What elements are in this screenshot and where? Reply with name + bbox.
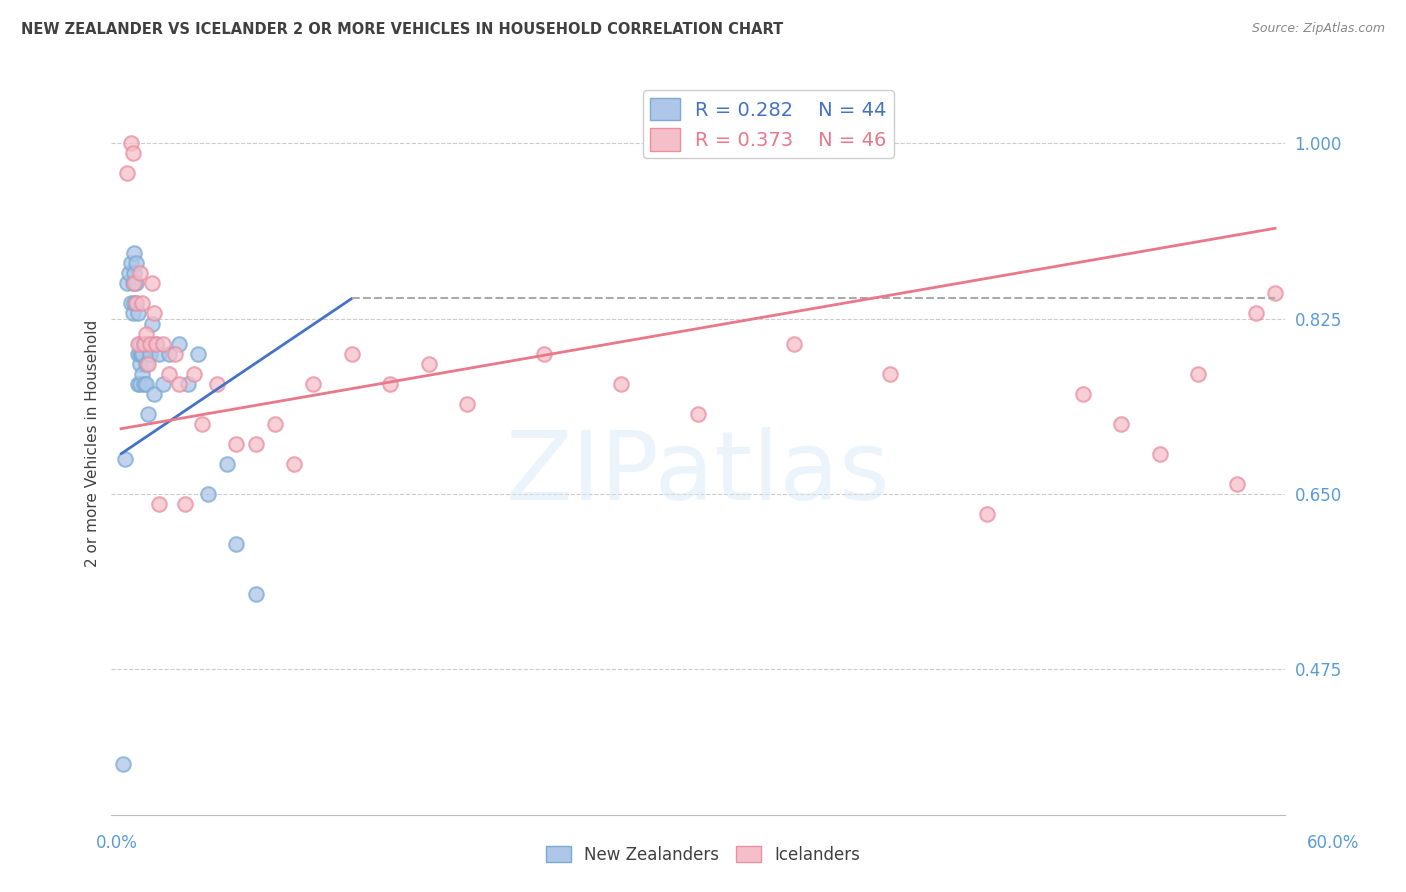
Point (132, 336, 155, 351)
Point (127, 376, 149, 391)
Text: 0.0%: 0.0% (96, 834, 138, 852)
Point (302, 376, 325, 391)
Point (114, 451, 136, 466)
Point (135, 357, 157, 371)
Point (152, 376, 174, 391)
Point (163, 346, 186, 360)
Point (131, 346, 153, 360)
Point (191, 417, 214, 431)
Point (131, 296, 153, 310)
Point (264, 417, 287, 431)
Point (145, 336, 167, 351)
Point (124, 277, 146, 291)
Point (245, 436, 267, 450)
Point (124, 267, 146, 281)
Point (177, 376, 200, 391)
Point (139, 336, 162, 351)
Point (141, 317, 163, 331)
Point (283, 457, 305, 471)
Point (142, 386, 165, 401)
Point (1109, 417, 1132, 431)
Point (1149, 447, 1171, 461)
Point (1264, 286, 1286, 301)
Point (131, 367, 153, 381)
Point (456, 397, 478, 411)
Point (135, 326, 157, 341)
Point (610, 376, 633, 391)
Point (115, 166, 138, 180)
Point (136, 407, 159, 421)
Point (245, 587, 267, 601)
Y-axis label: 2 or more Vehicles in Household: 2 or more Vehicles in Household (86, 320, 100, 567)
Point (1071, 386, 1094, 401)
Point (125, 277, 148, 291)
Point (173, 497, 195, 511)
Point (129, 346, 152, 360)
Point (120, 136, 142, 150)
Point (129, 376, 152, 391)
Point (124, 246, 146, 260)
Point (197, 487, 219, 501)
Point (135, 336, 157, 351)
Point (533, 346, 555, 360)
Point (340, 346, 363, 360)
Point (205, 376, 228, 391)
Point (118, 267, 141, 281)
Point (120, 256, 142, 270)
Point (183, 367, 205, 381)
Point (215, 457, 238, 471)
Point (783, 336, 806, 351)
Point (225, 537, 247, 551)
Point (132, 336, 155, 351)
Point (187, 346, 209, 360)
Point (129, 267, 152, 281)
Point (121, 277, 143, 291)
Point (167, 336, 190, 351)
Point (141, 277, 163, 291)
Point (121, 146, 143, 161)
Point (976, 507, 998, 521)
Point (1226, 476, 1249, 491)
Point (686, 407, 709, 421)
Point (129, 336, 152, 351)
Point (139, 346, 162, 360)
Point (152, 336, 174, 351)
Point (225, 436, 247, 450)
Point (125, 256, 148, 270)
Text: Source: ZipAtlas.com: Source: ZipAtlas.com (1251, 22, 1385, 36)
Point (124, 296, 146, 310)
Point (129, 357, 152, 371)
Point (157, 346, 180, 360)
Point (121, 306, 143, 320)
Legend: New Zealanders, Icelanders: New Zealanders, Icelanders (540, 839, 866, 871)
Legend: R = 0.282    N = 44, R = 0.373    N = 46: R = 0.282 N = 44, R = 0.373 N = 46 (643, 90, 894, 159)
Point (131, 346, 153, 360)
Text: ZIPatlas: ZIPatlas (506, 427, 890, 520)
Point (120, 296, 142, 310)
Point (136, 357, 159, 371)
Point (125, 296, 148, 310)
Point (148, 497, 170, 511)
Point (127, 336, 149, 351)
Point (111, 757, 134, 772)
Point (142, 306, 165, 320)
Point (879, 367, 901, 381)
Text: NEW ZEALANDER VS ICELANDER 2 OR MORE VEHICLES IN HOUSEHOLD CORRELATION CHART: NEW ZEALANDER VS ICELANDER 2 OR MORE VEH… (21, 22, 783, 37)
Point (418, 357, 440, 371)
Point (127, 346, 149, 360)
Point (157, 367, 180, 381)
Point (148, 346, 170, 360)
Point (1244, 306, 1267, 320)
Point (127, 306, 149, 320)
Text: 60.0%: 60.0% (1308, 834, 1360, 852)
Point (145, 336, 167, 351)
Point (135, 376, 157, 391)
Point (1187, 367, 1209, 381)
Point (115, 277, 138, 291)
Point (167, 376, 190, 391)
Point (132, 376, 155, 391)
Point (125, 296, 148, 310)
Point (380, 376, 402, 391)
